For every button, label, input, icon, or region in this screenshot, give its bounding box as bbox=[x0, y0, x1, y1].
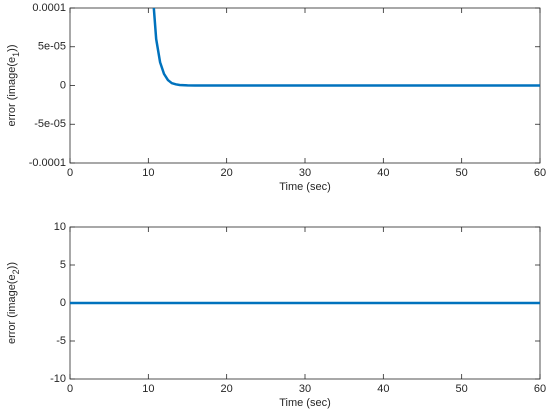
axes: 0 10 20 30 40 50 60 -0.0001 -5e-05 0 5e-05 0.0001 Ti… bbox=[6, 2, 546, 193]
x-tick-label: 0 bbox=[67, 167, 73, 179]
x-tick-label: 60 bbox=[534, 167, 546, 179]
y-tick-label: 0.0001 bbox=[32, 2, 66, 14]
x-tick-label: 50 bbox=[456, 167, 468, 179]
x-axis-label: Time (sec) bbox=[279, 397, 331, 409]
y-tick-label: 0 bbox=[60, 297, 66, 309]
y-tick-label: -0.0001 bbox=[29, 157, 66, 169]
y-tick-label: 5 bbox=[60, 259, 66, 271]
x-axis-label: Time (sec) bbox=[279, 181, 331, 193]
x-tick-label: 10 bbox=[142, 383, 154, 395]
y-axis-label-part: 2 bbox=[11, 269, 21, 274]
x-tick-label: 20 bbox=[221, 383, 233, 395]
y-tick-label: -5e-05 bbox=[34, 118, 66, 130]
y-tick-label: 10 bbox=[54, 221, 66, 233]
x-tick-label: 40 bbox=[377, 167, 389, 179]
y-axis-label-part: )) bbox=[6, 44, 18, 51]
x-tick-label: 30 bbox=[299, 167, 311, 179]
x-tick-label: 60 bbox=[534, 383, 546, 395]
y-axis-label-part: error (image(e bbox=[6, 274, 18, 344]
line-series bbox=[152, 8, 540, 87]
y-tick-label: -10 bbox=[50, 373, 66, 385]
y-tick-label: 5e-05 bbox=[38, 41, 66, 53]
x-tick-label: 0 bbox=[67, 383, 73, 395]
x-tick-label: 10 bbox=[142, 167, 154, 179]
x-tick-label: 40 bbox=[377, 383, 389, 395]
x-tick-label: 50 bbox=[456, 383, 468, 395]
axes: 0 10 20 30 40 50 60 -10 -5 0 5 10 Time (sec) error (i… bbox=[6, 221, 546, 409]
y-axis-label: error (image(e2)) bbox=[6, 262, 21, 344]
y-axis-label-part: )) bbox=[6, 262, 18, 269]
x-tick-label: 30 bbox=[299, 383, 311, 395]
y-tick-label: 0 bbox=[60, 79, 66, 91]
y-axis-label-part: 1 bbox=[11, 52, 21, 57]
x-tick-label: 20 bbox=[221, 167, 233, 179]
y-tick-label: -5 bbox=[56, 335, 66, 347]
y-axis-label-part: error (image(e bbox=[6, 57, 18, 127]
y-axis-label: error (image(e1)) bbox=[6, 44, 21, 126]
